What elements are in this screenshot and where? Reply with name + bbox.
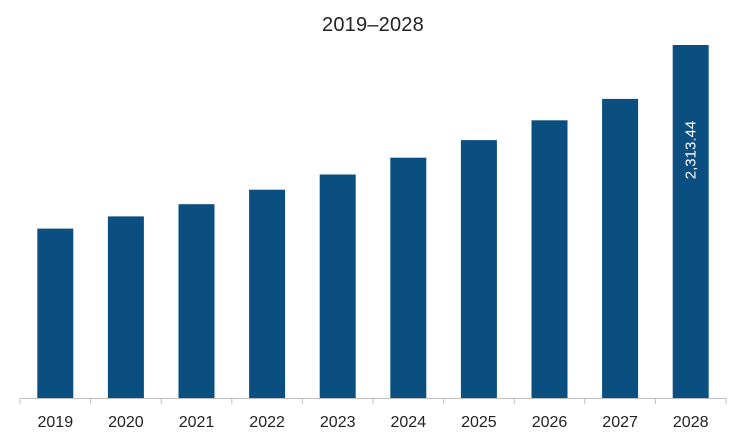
x-tick-label-2023: 2023 bbox=[320, 414, 356, 431]
bar-2027 bbox=[602, 98, 639, 399]
bar-2022 bbox=[249, 189, 286, 398]
x-tick-label-2019: 2019 bbox=[38, 414, 74, 431]
x-tick-label-2020: 2020 bbox=[108, 414, 144, 431]
x-tick-label-2027: 2027 bbox=[602, 414, 638, 431]
x-tick-label-2028: 2028 bbox=[673, 414, 709, 431]
bar-2026 bbox=[531, 120, 568, 399]
bar-2025 bbox=[460, 140, 497, 398]
chart-title: 2019–2028 bbox=[322, 14, 424, 36]
bar-2023 bbox=[319, 174, 356, 398]
x-tick-label-2024: 2024 bbox=[391, 414, 427, 431]
bar-2019 bbox=[37, 228, 74, 398]
x-tick-label-2021: 2021 bbox=[179, 414, 215, 431]
data-label-2028: 2,313.44 bbox=[683, 121, 700, 179]
bar-2020 bbox=[107, 216, 144, 398]
x-tick-label-2025: 2025 bbox=[461, 414, 497, 431]
x-tick-label-2022: 2022 bbox=[249, 414, 285, 431]
x-tick-label-2026: 2026 bbox=[532, 414, 568, 431]
bar-2021 bbox=[178, 204, 215, 398]
bar-2024 bbox=[390, 157, 427, 398]
bar-2028 bbox=[672, 45, 709, 398]
